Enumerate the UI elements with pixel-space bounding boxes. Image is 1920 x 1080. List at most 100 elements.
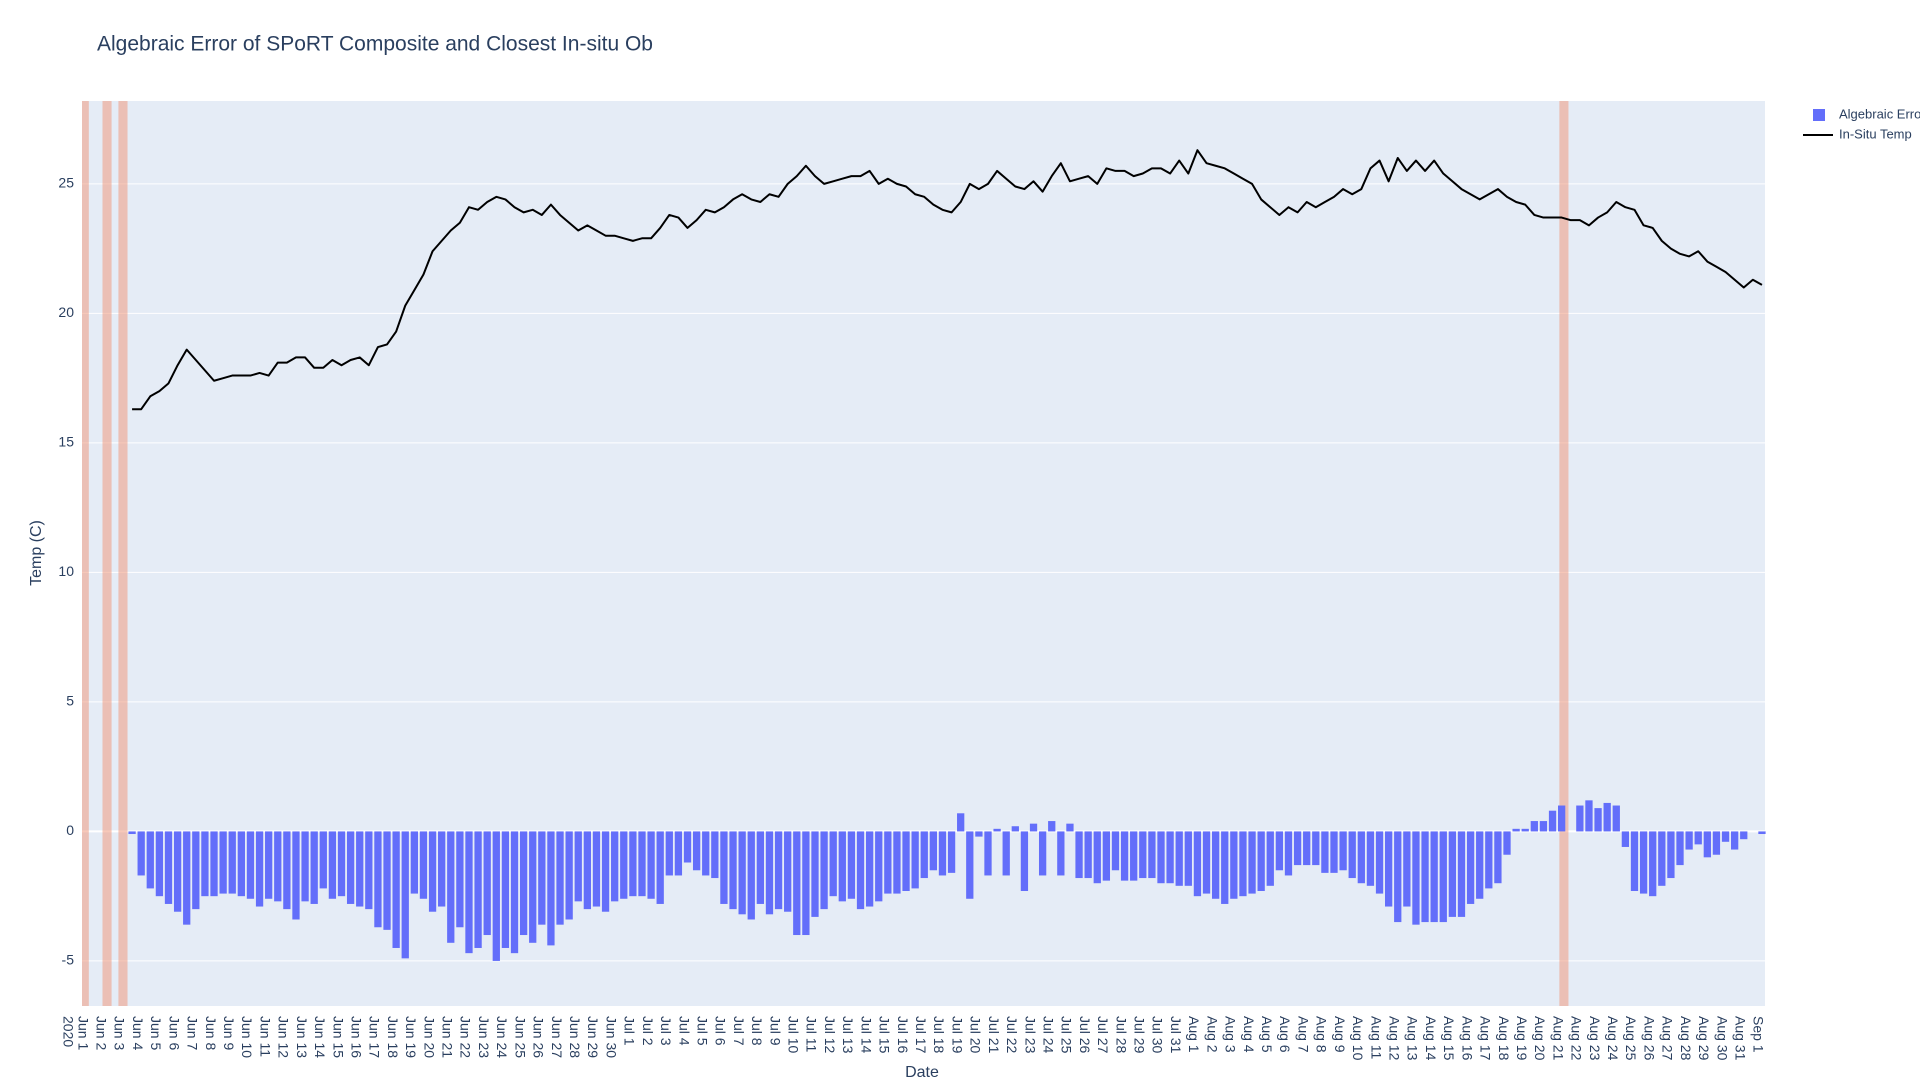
bar [246,831,255,899]
bar [155,831,164,897]
bar [419,831,428,899]
y-tick-label: 25 [58,175,74,191]
x-tick-label: Jul 26 [1077,1016,1093,1054]
x-tick-label: Aug 20 [1532,1016,1548,1061]
x-tick-label: Jun 3 [112,1016,128,1050]
bar [1257,831,1265,891]
bar [929,831,938,871]
bar [729,831,737,910]
bar [1321,831,1329,873]
x-tick-label: Aug 25 [1623,1016,1639,1061]
x-tick-label: Jun 2 [94,1016,110,1050]
x-tick-label: Aug 13 [1405,1016,1421,1061]
bar [1494,831,1502,884]
bar [856,831,865,910]
bar [620,831,628,899]
bar [1712,831,1721,855]
bar [164,831,173,904]
x-tick-label: Jul 15 [877,1016,893,1054]
bar [1239,831,1247,897]
bar [774,831,783,910]
x-tick-label: Jul 9 [767,1016,783,1046]
bar [346,831,355,904]
bar [1685,831,1693,850]
x-tick-label: Aug 27 [1660,1016,1676,1061]
x-tick-label: Aug 19 [1514,1016,1530,1061]
bar [410,831,418,894]
x-tick-label: Aug 9 [1332,1016,1348,1053]
bar [1612,805,1620,832]
bar [1585,800,1593,832]
bar [538,831,546,925]
x-tick-label: Jun 27 [549,1016,565,1058]
bar [192,831,200,910]
y-tick-label: 0 [66,822,74,838]
bar [556,831,564,925]
bar [1448,831,1457,917]
bar [301,831,309,902]
x-tick-label: Jun 25 [512,1016,528,1058]
bar [501,831,510,948]
bar [183,831,191,925]
bar [1731,831,1739,850]
bar [173,831,182,912]
bar [1621,831,1630,847]
y-tick-label: 20 [58,304,74,320]
x-tick-label: Jun 19 [403,1016,419,1058]
bar [738,831,746,915]
bar [1303,831,1311,866]
bar [884,831,892,894]
bar [947,831,956,873]
bar [1630,831,1639,891]
bar [201,831,209,897]
bar [611,831,619,902]
bar [1048,821,1056,832]
x-tick-label: Aug 17 [1478,1016,1494,1061]
bar [1758,831,1766,835]
x-tick-label: Aug 2 [1204,1016,1220,1053]
bar [292,831,300,920]
bar [1339,831,1347,871]
bar [784,831,792,912]
line [132,149,1763,411]
bar [1221,831,1229,904]
x-tick-label: Jun 7 [185,1016,201,1050]
bar [374,831,382,928]
x-tick-label: Jul 1 [622,1016,638,1046]
bar [1148,831,1156,879]
bar [1111,831,1120,871]
x-tick-label: Sep 1 [1751,1016,1767,1053]
x-tick-label: Aug 3 [1223,1016,1239,1053]
bar [447,831,455,943]
y-tick-label: 15 [58,434,74,450]
x-tick-label: Jul 14 [858,1016,874,1054]
bar [829,831,837,897]
shaded-range [118,101,128,1006]
bar [228,831,236,894]
x-tick-label: Jul 22 [1004,1016,1020,1054]
bar [1175,831,1183,886]
bar [456,831,464,928]
bar [128,831,136,835]
bar [383,831,391,930]
x-tick-label: Jun 11 [257,1016,273,1057]
bar [1157,831,1165,884]
x-tick-label: Aug 10 [1350,1016,1366,1061]
bar [1130,831,1138,881]
bar [1439,831,1447,923]
bar [1530,821,1538,832]
bar [938,831,947,876]
x-tick-label: Jun 1 [75,1016,91,1050]
bar [319,831,327,889]
bar [1466,831,1475,904]
bar [1202,831,1211,894]
bar [1057,831,1065,876]
y-tick-label: -5 [62,952,75,968]
x-tick-label: Aug 24 [1605,1016,1621,1061]
bar [1357,831,1365,884]
bar [793,831,801,936]
x-tick-label: Jul 11 [804,1016,820,1053]
bar [1658,831,1666,886]
bar [1457,831,1466,917]
x-tick-label: Jun 13 [294,1016,310,1058]
